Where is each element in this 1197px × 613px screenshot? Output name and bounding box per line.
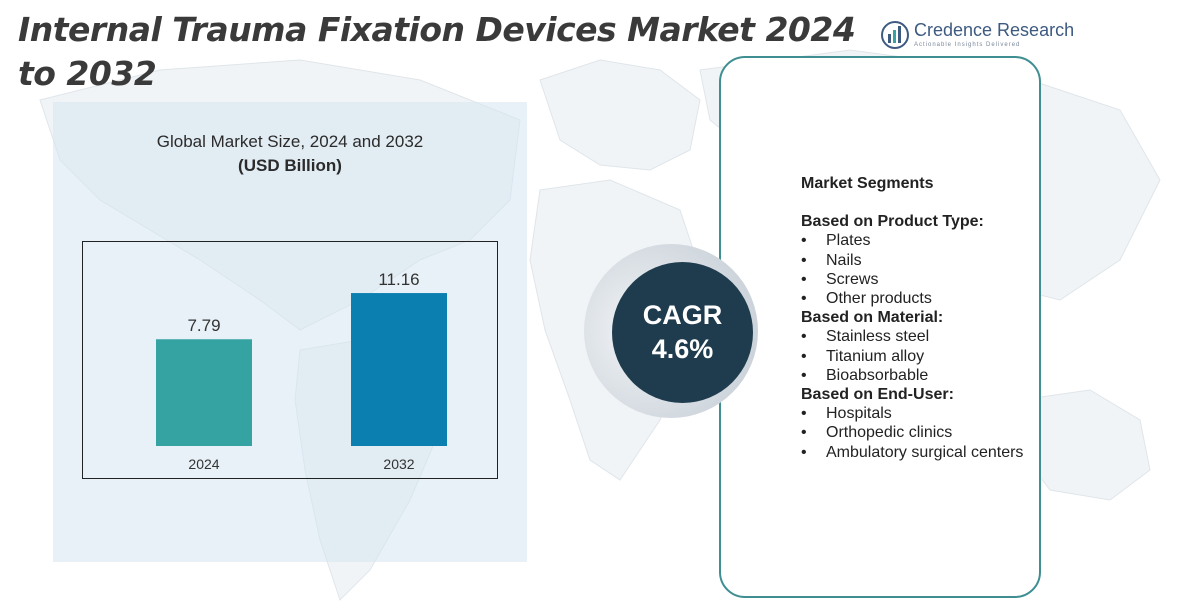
page-title: Internal Trauma Fixation Devices Market … bbox=[18, 10, 856, 93]
segment-group-product-type: Based on Product Type: Plates Nails Scre… bbox=[801, 212, 1031, 308]
logo-bars-icon bbox=[881, 21, 909, 49]
bar-value-label: 7.79 bbox=[187, 316, 220, 335]
segment-item: Plates bbox=[801, 231, 1031, 250]
category-label: 2024 bbox=[188, 456, 219, 472]
segment-item: Titanium alloy bbox=[801, 347, 1031, 366]
europe-shape bbox=[539, 59, 701, 171]
cagr-badge: CAGR 4.6% bbox=[612, 262, 753, 403]
segment-item: Screws bbox=[801, 270, 1031, 289]
segments-title: Market Segments bbox=[801, 175, 934, 192]
segment-item: Nails bbox=[801, 251, 1031, 270]
logo-name: Credence Research bbox=[914, 20, 1075, 40]
chart-title: Global Market Size, 2024 and 2032 bbox=[156, 132, 424, 151]
segment-item: Bioabsorbable bbox=[801, 366, 1031, 385]
bar-2024 bbox=[156, 339, 252, 446]
logo-tagline: Actionable Insights Delivered bbox=[914, 42, 1021, 48]
segment-item: Stainless steel bbox=[801, 327, 1031, 346]
chart-header: Global Market Size, 2024 and 2032 (USD B… bbox=[53, 130, 527, 178]
segment-group-title: Based on Material: bbox=[801, 309, 944, 327]
segment-list: Stainless steel Titanium alloy Bioabsorb… bbox=[801, 327, 1031, 385]
segment-group-title: Based on Product Type: bbox=[801, 213, 984, 231]
cagr-label: CAGR bbox=[642, 300, 723, 330]
chart-frame bbox=[82, 241, 498, 479]
category-label: 2032 bbox=[383, 456, 414, 472]
bar-chart: 7.79 2024 11.16 2032 bbox=[82, 241, 498, 479]
cagr-value: 4.6% bbox=[651, 334, 714, 364]
chart-unit: (USD Billion) bbox=[238, 156, 342, 175]
chart-panel bbox=[53, 102, 527, 562]
bar-2032 bbox=[351, 293, 447, 446]
segment-item: Ambulatory surgical centers bbox=[801, 443, 1031, 462]
segment-group-end-user: Based on End-User: Hospitals Orthopedic … bbox=[801, 385, 1031, 462]
segment-item: Hospitals bbox=[801, 404, 1031, 423]
segment-item: Other products bbox=[801, 289, 1031, 308]
segment-list: Plates Nails Screws Other products bbox=[801, 231, 1031, 308]
market-segments-content: Market Segments Based on Product Type: P… bbox=[801, 174, 1031, 462]
segment-group-title: Based on End-User: bbox=[801, 386, 954, 404]
segment-list: Hospitals Orthopedic clinics Ambulatory … bbox=[801, 404, 1031, 462]
segment-group-material: Based on Material: Stainless steel Titan… bbox=[801, 308, 1031, 385]
segment-item: Orthopedic clinics bbox=[801, 423, 1031, 442]
bar-value-label: 11.16 bbox=[378, 270, 419, 289]
credence-research-logo: Credence Research Actionable Insights De… bbox=[880, 18, 1080, 52]
